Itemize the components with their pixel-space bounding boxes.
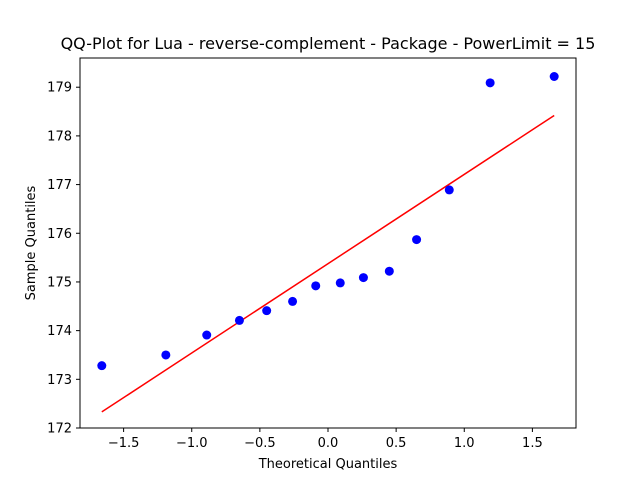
- data-point: [202, 330, 212, 340]
- x-tick-label: 0.0: [318, 436, 339, 451]
- data-point: [161, 350, 171, 360]
- x-tick-label: 1.5: [522, 436, 543, 451]
- x-tick-label: 0.5: [386, 436, 407, 451]
- x-tick-label: 1.0: [454, 436, 475, 451]
- y-tick-label: 176: [47, 227, 72, 242]
- y-axis: 172 173 174 175 176 177 178 179: [47, 81, 80, 437]
- data-point: [444, 185, 454, 195]
- x-tick-label: −1.5: [108, 436, 140, 451]
- data-point: [384, 266, 394, 276]
- fit-line: [101, 114, 555, 413]
- data-point: [97, 361, 107, 371]
- y-tick-label: 177: [47, 178, 72, 193]
- y-tick-label: 174: [47, 324, 72, 339]
- y-tick-label: 179: [47, 81, 72, 96]
- x-axis: −1.5 −1.0 −0.5 0.0 0.5 1.0 1.5: [108, 428, 543, 451]
- data-point: [288, 296, 298, 306]
- y-tick-label: 173: [47, 373, 72, 388]
- data-point: [262, 306, 272, 316]
- y-tick-label: 172: [47, 422, 72, 437]
- y-tick-label: 175: [47, 275, 72, 290]
- data-point: [358, 273, 368, 283]
- y-axis-label: Sample Quantiles: [24, 185, 39, 300]
- plot-frame: [79, 57, 577, 429]
- data-point: [234, 315, 244, 325]
- y-tick-label: 178: [47, 129, 72, 144]
- chart-title: QQ-Plot for Lua - reverse-complement - P…: [61, 34, 596, 53]
- data-point: [485, 78, 495, 88]
- data-point: [412, 235, 422, 245]
- x-tick-label: −1.0: [176, 436, 208, 451]
- data-point: [335, 278, 345, 288]
- data-point: [311, 281, 321, 291]
- data-point: [549, 72, 559, 81]
- plot-marks: [97, 72, 559, 413]
- x-axis-label: Theoretical Quantiles: [258, 457, 398, 472]
- x-tick-label: −0.5: [244, 436, 276, 451]
